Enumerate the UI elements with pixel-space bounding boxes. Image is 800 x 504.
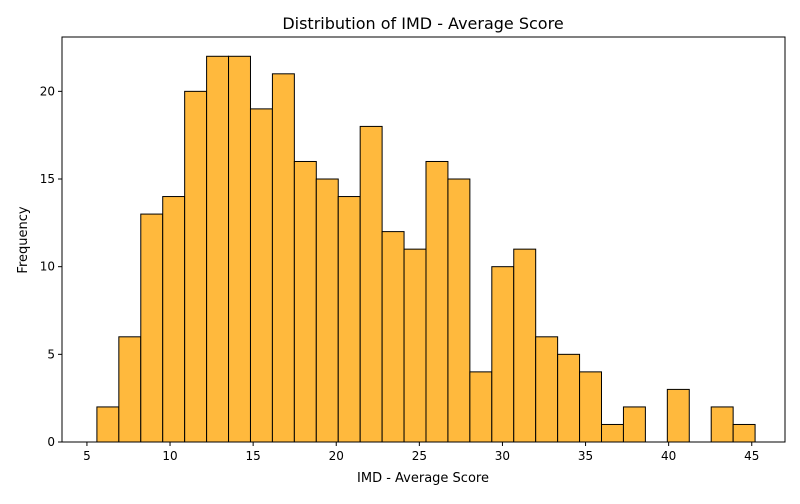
x-tick-label: 40	[661, 449, 676, 463]
histogram-bar	[162, 196, 186, 443]
y-tick-label: 0	[47, 435, 55, 449]
histogram-bar	[249, 108, 273, 443]
histogram-bar	[601, 423, 624, 443]
plot-frame	[61, 36, 786, 443]
bars-group	[96, 55, 756, 443]
histogram-bar	[271, 73, 295, 443]
histogram-bar	[140, 213, 164, 443]
histogram-bar	[579, 371, 603, 443]
histogram-bar	[315, 178, 339, 443]
x-tick-label: 15	[245, 449, 260, 463]
histogram-bar	[293, 160, 317, 443]
y-tick-label: 20	[40, 84, 55, 98]
histogram-bar	[469, 371, 493, 443]
histogram-bar	[337, 196, 361, 443]
x-tick-label: 45	[744, 449, 759, 463]
histogram-bar	[184, 90, 208, 443]
x-tick-label: 5	[83, 449, 91, 463]
histogram-bar	[666, 388, 690, 443]
x-tick-label: 10	[162, 449, 177, 463]
y-tick-label: 15	[40, 172, 55, 186]
x-tick-label: 25	[412, 449, 427, 463]
x-tick-label: 20	[329, 449, 344, 463]
x-tick-label: 30	[495, 449, 510, 463]
y-axis-ticks: 0 5 10 15 20	[40, 84, 62, 449]
y-tick-label: 10	[40, 260, 55, 274]
y-axis-label: Frequency	[16, 206, 31, 273]
histogram-bar	[118, 336, 142, 443]
histogram-bar	[96, 406, 120, 443]
histogram-bar	[622, 406, 646, 443]
histogram-bar	[359, 125, 383, 443]
histogram-bar	[228, 55, 251, 443]
histogram-bar	[381, 231, 405, 443]
histogram-bar	[403, 248, 427, 443]
x-tick-label: 35	[578, 449, 593, 463]
y-tick-label: 5	[47, 347, 55, 361]
histogram-bar	[425, 160, 449, 443]
x-axis-ticks: 5 10 15 20 25 30 35 40 45	[83, 442, 759, 463]
chart-title: Distribution of IMD - Average Score	[282, 14, 563, 33]
x-axis-label: IMD - Average Score	[357, 471, 489, 486]
histogram-bar	[491, 266, 515, 443]
histogram-bar	[513, 248, 537, 443]
histogram-bar	[535, 336, 559, 443]
histogram-bar	[447, 178, 471, 443]
histogram-bar	[206, 55, 230, 443]
histogram-bar	[732, 423, 756, 443]
histogram-bar	[710, 406, 734, 443]
histogram-bar	[557, 353, 581, 443]
